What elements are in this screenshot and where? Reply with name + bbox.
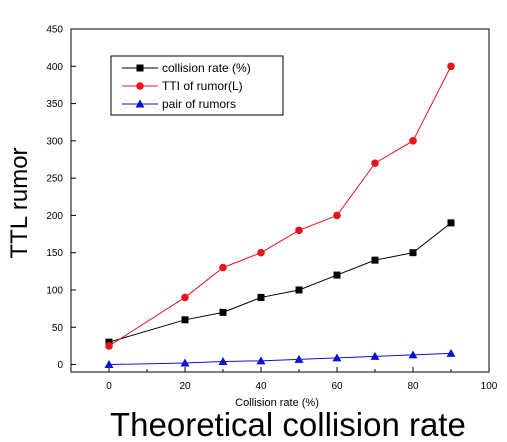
series-line-collision-rate [108,222,452,343]
legend-items: collision rate (%) TTI of rumor(L) pair of… [122,61,251,111]
y-tick-label: 400 [46,62,63,73]
legend-label-collision-rate: collision rate (%) [162,61,251,75]
legend-label-tti-of-rumor-l: TTI of rumor(L) [162,79,243,93]
x-tick-label: 100 [481,381,498,392]
x-tick-label: 0 [106,381,112,392]
legend-label-pair-of-rumors: pair of rumors [162,97,236,111]
plot-frame [70,28,490,373]
data-point-tti-of-rumor-l [105,342,113,350]
y-tick-label: 350 [46,99,63,110]
x-tick-label: 20 [179,381,191,392]
data-point-pair-of-rumors [256,356,266,365]
legend-marker-collision-rate [136,64,144,72]
data-point-collision-rate [181,316,189,324]
data-point-tti-of-rumor-l [295,226,303,235]
series-line-pair-of-rumors [108,352,452,366]
x-tick-label: 80 [407,381,419,392]
x-tick-label: 60 [331,381,343,392]
data-point-pair-of-rumors [408,350,418,359]
y-tick-label: 200 [46,211,63,222]
legend: collision rate (%) TTI of rumor(L) pair of… [110,55,284,116]
y-tick-label: 150 [46,248,63,259]
data-point-pair-of-rumors [180,358,190,367]
data-point-tti-of-rumor-l [181,293,189,302]
data-point-pair-of-rumors [446,348,456,357]
y-tick-label: 100 [46,285,63,296]
data-point-collision-rate [219,308,227,316]
axis-ticks: 0 50 100 150 200 250 300 350 400 450 0 20 40 60 80 100 [46,25,497,393]
data-point-collision-rate [409,249,417,257]
y-tick-label: 300 [46,136,63,147]
x-axis-label: Collision rate (%) [235,397,319,409]
y-tick-label: 50 [52,323,64,334]
data-point-collision-rate [447,219,455,227]
data-point-tti-of-rumor-l [409,137,417,145]
data-point-tti-of-rumor-l [371,159,379,168]
data-point-tti-of-rumor-l [447,62,455,71]
data-point-pair-of-rumors [294,354,304,363]
data-point-pair-of-rumors [218,357,228,366]
y-axis-label: TTL rumor [6,147,33,258]
data-point-collision-rate [295,286,303,294]
data-point-tti-of-rumor-l [219,263,227,272]
data-point-pair-of-rumors [104,360,114,369]
data-point-pair-of-rumors [332,353,342,362]
data-point-pair-of-rumors [370,351,380,360]
y-tick-label: 250 [46,174,63,185]
y-tick-label: 0 [57,360,63,371]
data-point-tti-of-rumor-l [333,211,341,220]
legend-marker-tti-of-rumor-l [136,82,144,90]
data-point-collision-rate [257,293,265,301]
series-markers [104,62,456,369]
data-point-collision-rate [371,256,379,264]
y-tick-label: 450 [46,25,63,36]
legend-marker-pair-of-rumors [135,99,145,108]
data-point-collision-rate [333,271,341,279]
data-point-tti-of-rumor-l [257,248,265,257]
x-tick-label: 40 [255,381,267,392]
chart-caption: Theoretical collision rate [110,406,466,442]
